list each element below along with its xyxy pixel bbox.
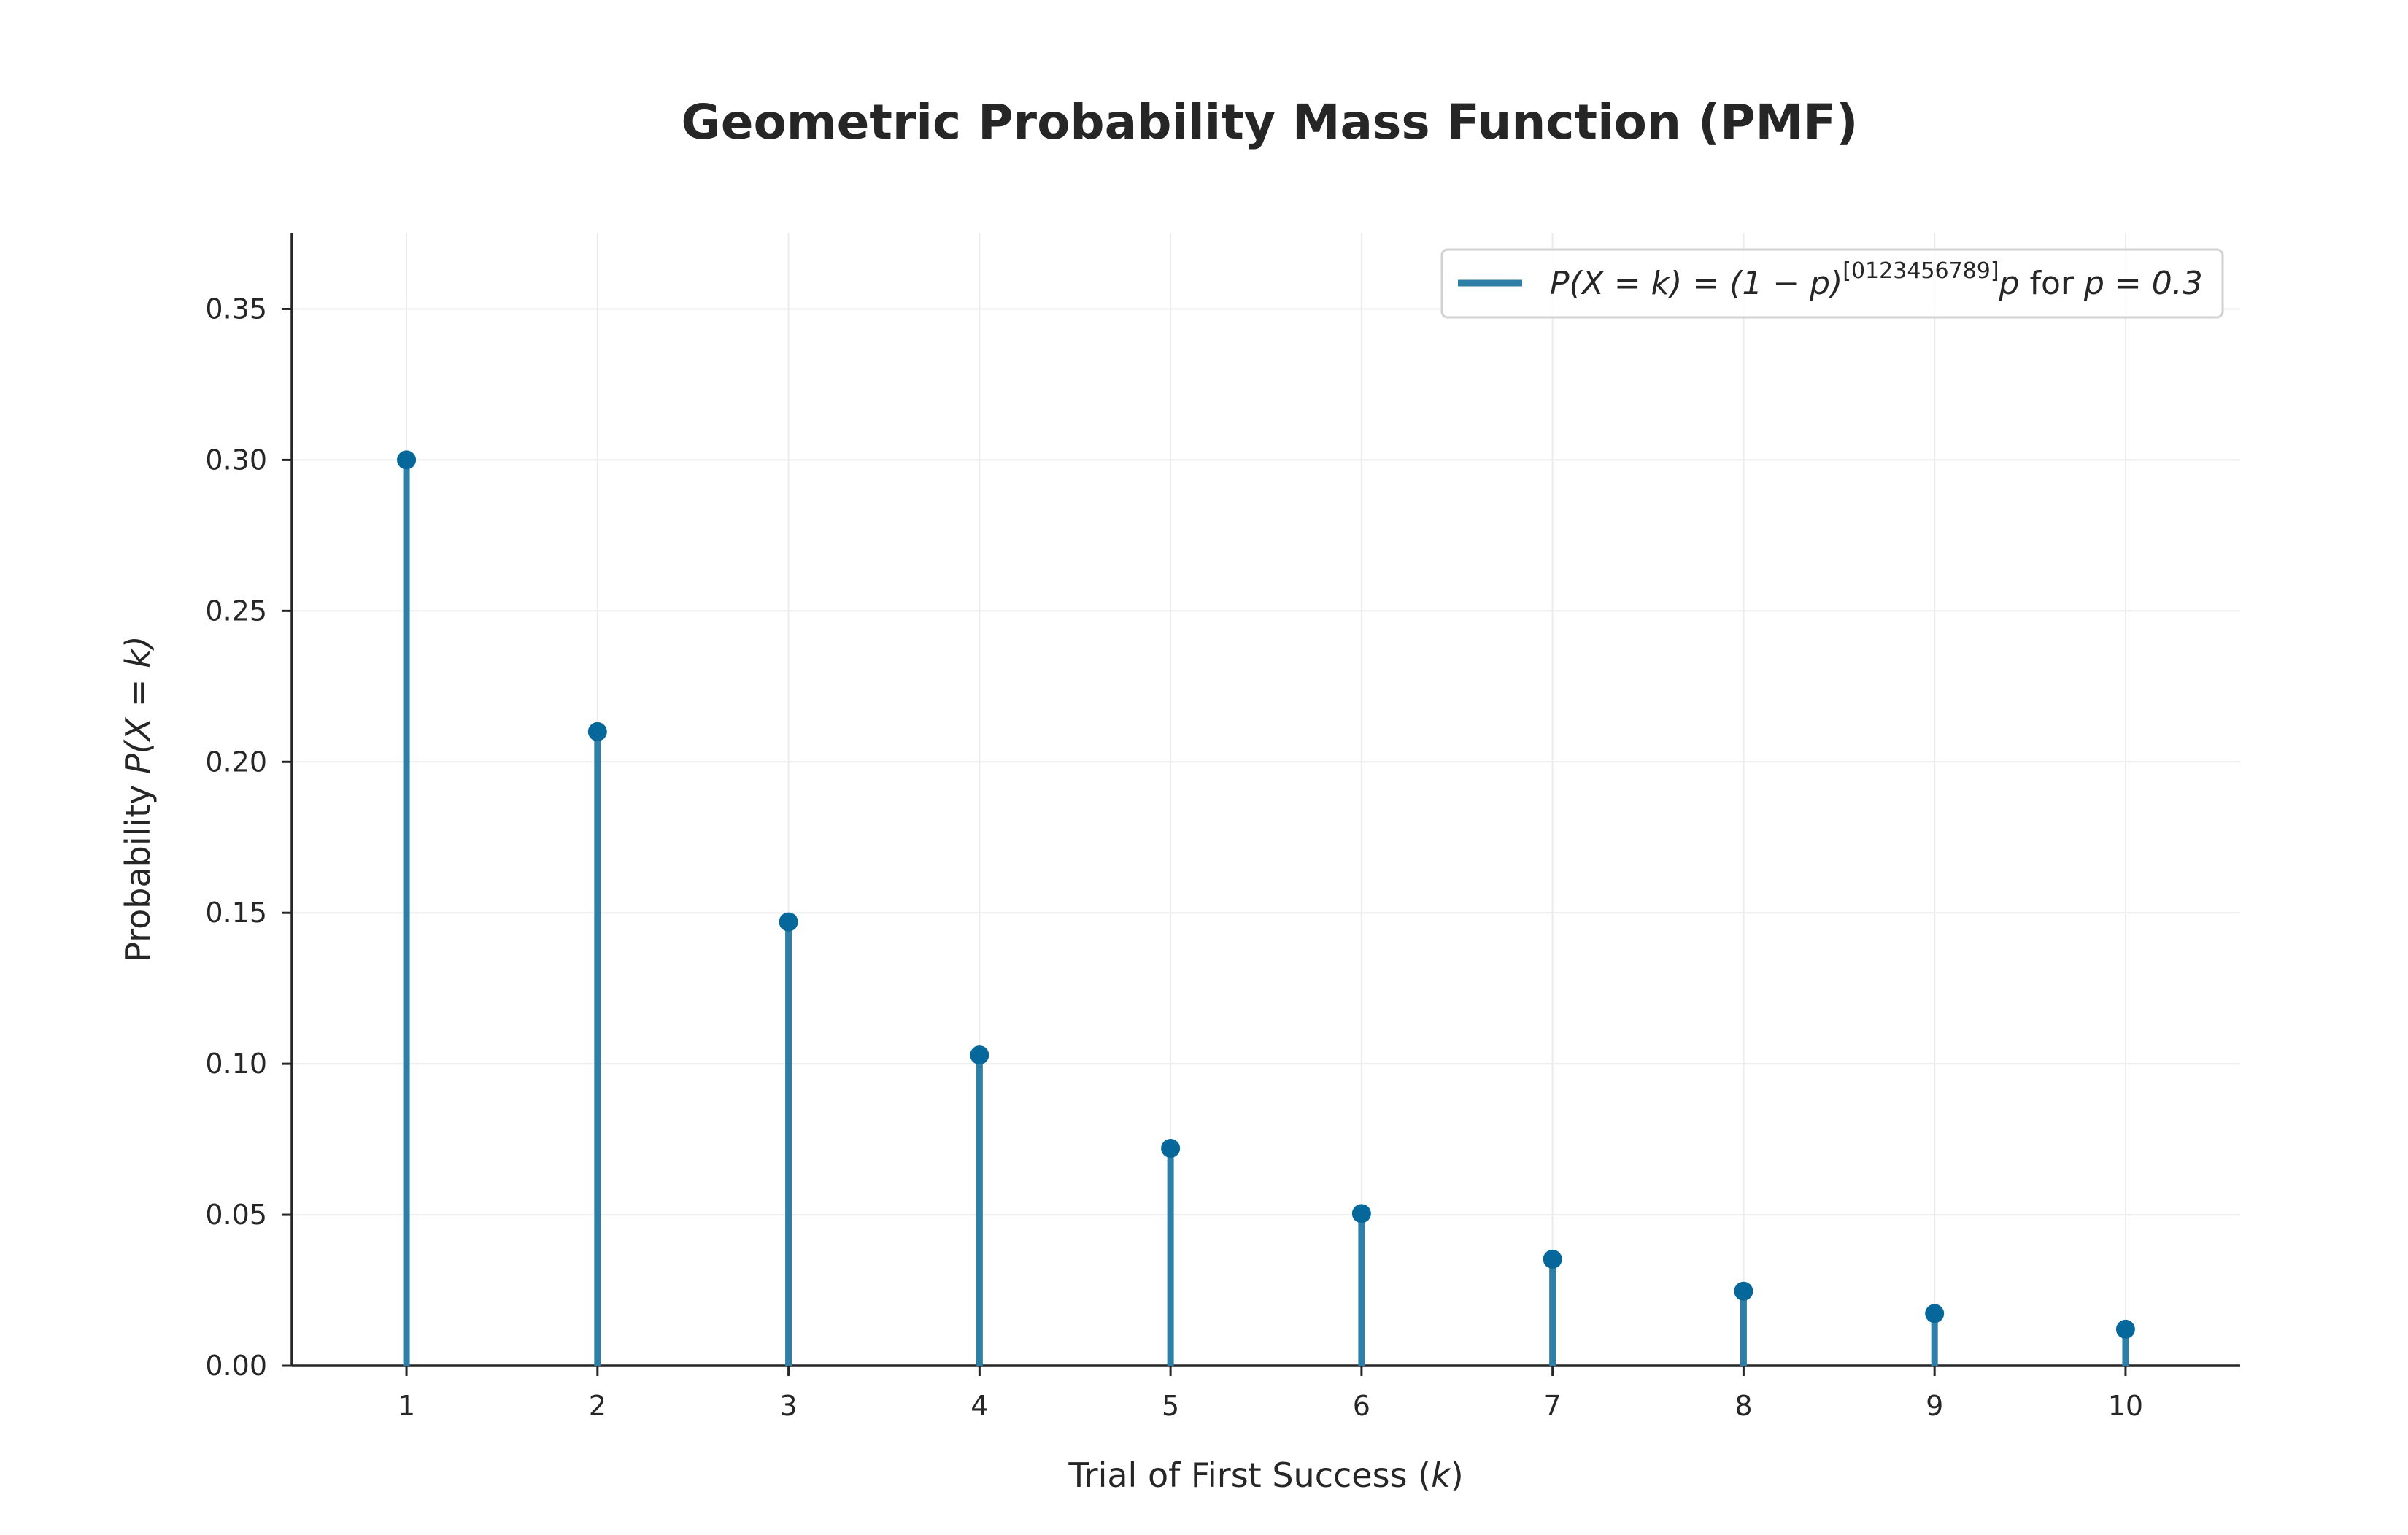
y-tick-label: 0.35 [205,293,267,325]
y-axis-label: Probability P(X = k) [118,635,158,962]
x-tick-label: 2 [589,1390,606,1422]
y-axis-label-math: P(X = k) [118,635,158,774]
grid-layer [292,233,2240,1366]
x-axis-label-var: k [1431,1455,1452,1495]
x-tick-label: 8 [1734,1390,1752,1422]
tick-layer: 0.00 0.05 0.10 0.15 0.20 0.25 0.30 0.35 1 2 3 4 5 6 7 8… [205,293,2143,1422]
y-tick-label: 0.30 [205,444,267,476]
stem-marker [1543,1249,1562,1269]
x-tick-label: 4 [970,1390,988,1422]
legend: P(X = k) = (1 − p)[0123456789]p for p = … [1440,248,2224,319]
x-tick-label: 7 [1544,1390,1562,1422]
axis-layer [290,233,2240,1367]
x-tick-label: 1 [398,1390,415,1422]
x-axis-label: Trial of First Success (k) [1068,1455,1463,1495]
chart-title: Geometric Probability Mass Function (PMF… [682,94,1859,150]
y-tick-label: 0.05 [205,1199,267,1231]
y-axis-label-prefix: Probability [118,774,158,962]
legend-label-superscript: [0123456789] [1842,258,1999,284]
legend-box [1440,248,2224,319]
legend-label-tail-var: p [1999,265,2020,302]
x-axis-label-suffix: ) [1451,1455,1464,1495]
x-tick-label: 5 [1162,1390,1179,1422]
legend-label: P(X = k) = (1 − p)[0123456789]p for p = … [1550,258,2203,302]
legend-label-tail-param: p = 0.3 [2083,265,2203,302]
x-tick-label: 6 [1353,1390,1370,1422]
y-tick-label: 0.00 [205,1350,267,1382]
x-tick-label: 3 [779,1390,797,1422]
stem-marker [1351,1204,1371,1223]
x-tick-label: 9 [1926,1390,1943,1422]
stem-marker [1925,1304,1945,1323]
x-tick-label: 10 [2108,1390,2143,1422]
stem-marker [1161,1139,1181,1159]
stem-marker [970,1045,989,1065]
y-tick-label: 0.20 [205,746,267,778]
y-tick-label: 0.25 [205,595,267,627]
legend-label-tail-text: for [2019,265,2083,302]
y-tick-label: 0.10 [205,1048,267,1080]
stem-marker [1734,1281,1753,1301]
legend-label-main: P(X = k) = (1 − p) [1550,265,1842,302]
y-tick-label: 0.15 [205,897,267,929]
stem-marker [2115,1319,2135,1339]
stem-marker [779,912,798,932]
series-layer [397,450,2135,1366]
stem-marker [397,450,417,470]
stem-marker [587,722,607,741]
x-axis-label-prefix: Trial of First Success ( [1068,1455,1431,1495]
